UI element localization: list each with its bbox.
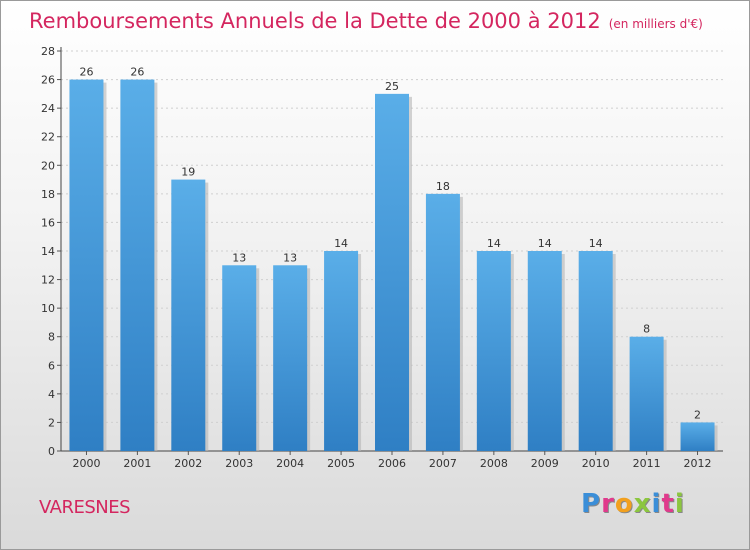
bar — [629, 336, 664, 451]
x-tick-label: 2002 — [174, 457, 202, 470]
y-tick-label: 22 — [41, 131, 55, 144]
bars — [69, 79, 718, 452]
bar — [578, 251, 613, 451]
bar-value-label: 25 — [385, 80, 399, 93]
x-tick-label: 2008 — [480, 457, 508, 470]
y-tick-label: 10 — [41, 302, 55, 315]
bar — [69, 79, 104, 452]
proxiti-logo: Proxiti — [581, 489, 685, 519]
bar-value-label: 8 — [643, 323, 650, 336]
bar-value-label: 26 — [130, 66, 144, 79]
logo-letter: r — [601, 489, 615, 519]
y-tick-label: 6 — [48, 359, 55, 372]
bar-value-label: 13 — [283, 251, 297, 264]
x-tick-label: 2001 — [123, 457, 151, 470]
bar-value-label: 14 — [589, 237, 603, 250]
bar-value-label: 18 — [436, 180, 450, 193]
x-tick-label: 2011 — [633, 457, 661, 470]
y-tick-label: 14 — [41, 245, 55, 258]
bar-value-label: 13 — [232, 251, 246, 264]
bar — [680, 422, 715, 451]
x-tick-label: 2004 — [276, 457, 304, 470]
y-tick-label: 16 — [41, 216, 55, 229]
y-tick-label: 12 — [41, 274, 55, 287]
bar — [476, 251, 511, 451]
bar-value-label: 14 — [334, 237, 348, 250]
x-tick-label: 2007 — [429, 457, 457, 470]
bar — [425, 193, 460, 451]
y-tick-label: 26 — [41, 74, 55, 87]
chart-title: Remboursements Annuels de la Dette de 20… — [29, 9, 703, 33]
y-tick-label: 4 — [48, 388, 55, 401]
logo-letter: t — [661, 489, 675, 519]
bar — [120, 79, 155, 452]
labels: 26 26 19 13 13 14 25 18 14 14 14 8 2 — [79, 66, 701, 422]
y-tick-label: 0 — [48, 445, 55, 458]
x-tick-label: 2012 — [684, 457, 712, 470]
y-tick-label: 2 — [48, 416, 55, 429]
bar — [527, 251, 562, 451]
chart-subtitle: (en milliers d'€) — [608, 17, 703, 31]
bar — [171, 179, 206, 452]
x-tick-label: 2005 — [327, 457, 355, 470]
x-tick-label: 2009 — [531, 457, 559, 470]
bar — [324, 251, 359, 451]
y-tick-label: 28 — [41, 45, 55, 58]
bar-value-label: 14 — [487, 237, 501, 250]
bar-value-label: 19 — [181, 166, 195, 179]
bar-value-label: 2 — [694, 408, 701, 421]
y-tick-label: 18 — [41, 188, 55, 201]
place-name: VARESNES — [39, 497, 131, 518]
logo-letter: i — [674, 489, 685, 519]
bar — [222, 265, 257, 451]
logo-letter: o — [614, 489, 634, 519]
logo-letter: i — [651, 489, 662, 519]
logo-letter: P — [581, 489, 602, 519]
logo-letter: x — [633, 489, 652, 519]
x-tick-label: 2010 — [582, 457, 610, 470]
x-tick-label: 2006 — [378, 457, 406, 470]
bar-value-label: 14 — [538, 237, 552, 250]
x-tick-label: 2003 — [225, 457, 253, 470]
y-tick-label: 8 — [48, 331, 55, 344]
y-tick-label: 20 — [41, 159, 55, 172]
bar — [375, 93, 409, 451]
chart-title-text: Remboursements Annuels de la Dette de 20… — [29, 9, 601, 33]
bar-value-label: 26 — [79, 66, 93, 79]
x-tick-label: 2000 — [72, 457, 100, 470]
y-tick-label: 24 — [41, 102, 55, 115]
bar — [273, 265, 308, 451]
